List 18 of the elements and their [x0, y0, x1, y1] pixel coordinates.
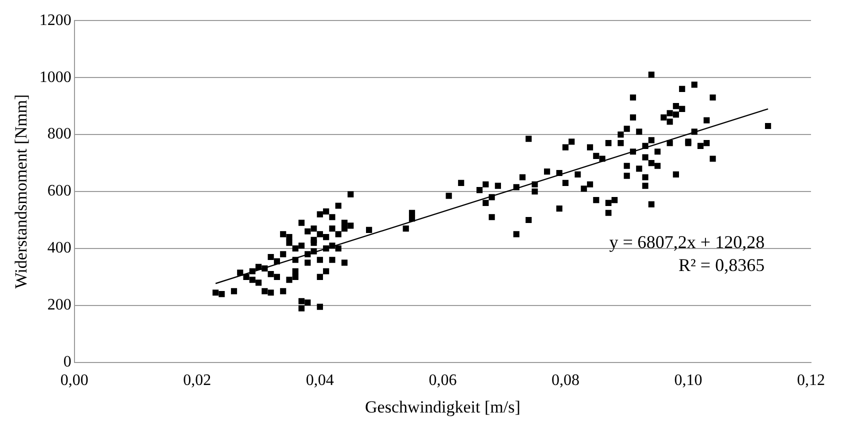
y-tick-label: 800: [47, 126, 72, 143]
y-axis-title: Widerstandsmoment [Nmm]: [12, 94, 31, 289]
y-tick-label: 400: [47, 240, 72, 257]
y-tick-label: 200: [47, 296, 72, 314]
y-tick-label: 1000: [39, 68, 72, 86]
annotation: R² = 0,8365: [678, 254, 765, 275]
x-tick-label: 0,12: [797, 372, 825, 390]
annotation: y = 6807,2x + 120,28: [609, 232, 765, 252]
x-tick-label: 0,06: [428, 372, 457, 390]
x-tick-label: 0,10: [674, 372, 702, 390]
y-tick-label: 1200: [39, 12, 72, 29]
x-tick-label: 0,04: [306, 372, 334, 390]
x-tick-label: 0,08: [551, 372, 580, 390]
x-axis-title: Geschwindigkeit [m/s]: [365, 397, 520, 416]
x-tick-label: 0,00: [60, 372, 88, 390]
y-tick-label: 0: [63, 354, 72, 371]
y-tick-label: 600: [47, 182, 72, 200]
x-tick-label: 0,02: [183, 372, 212, 390]
